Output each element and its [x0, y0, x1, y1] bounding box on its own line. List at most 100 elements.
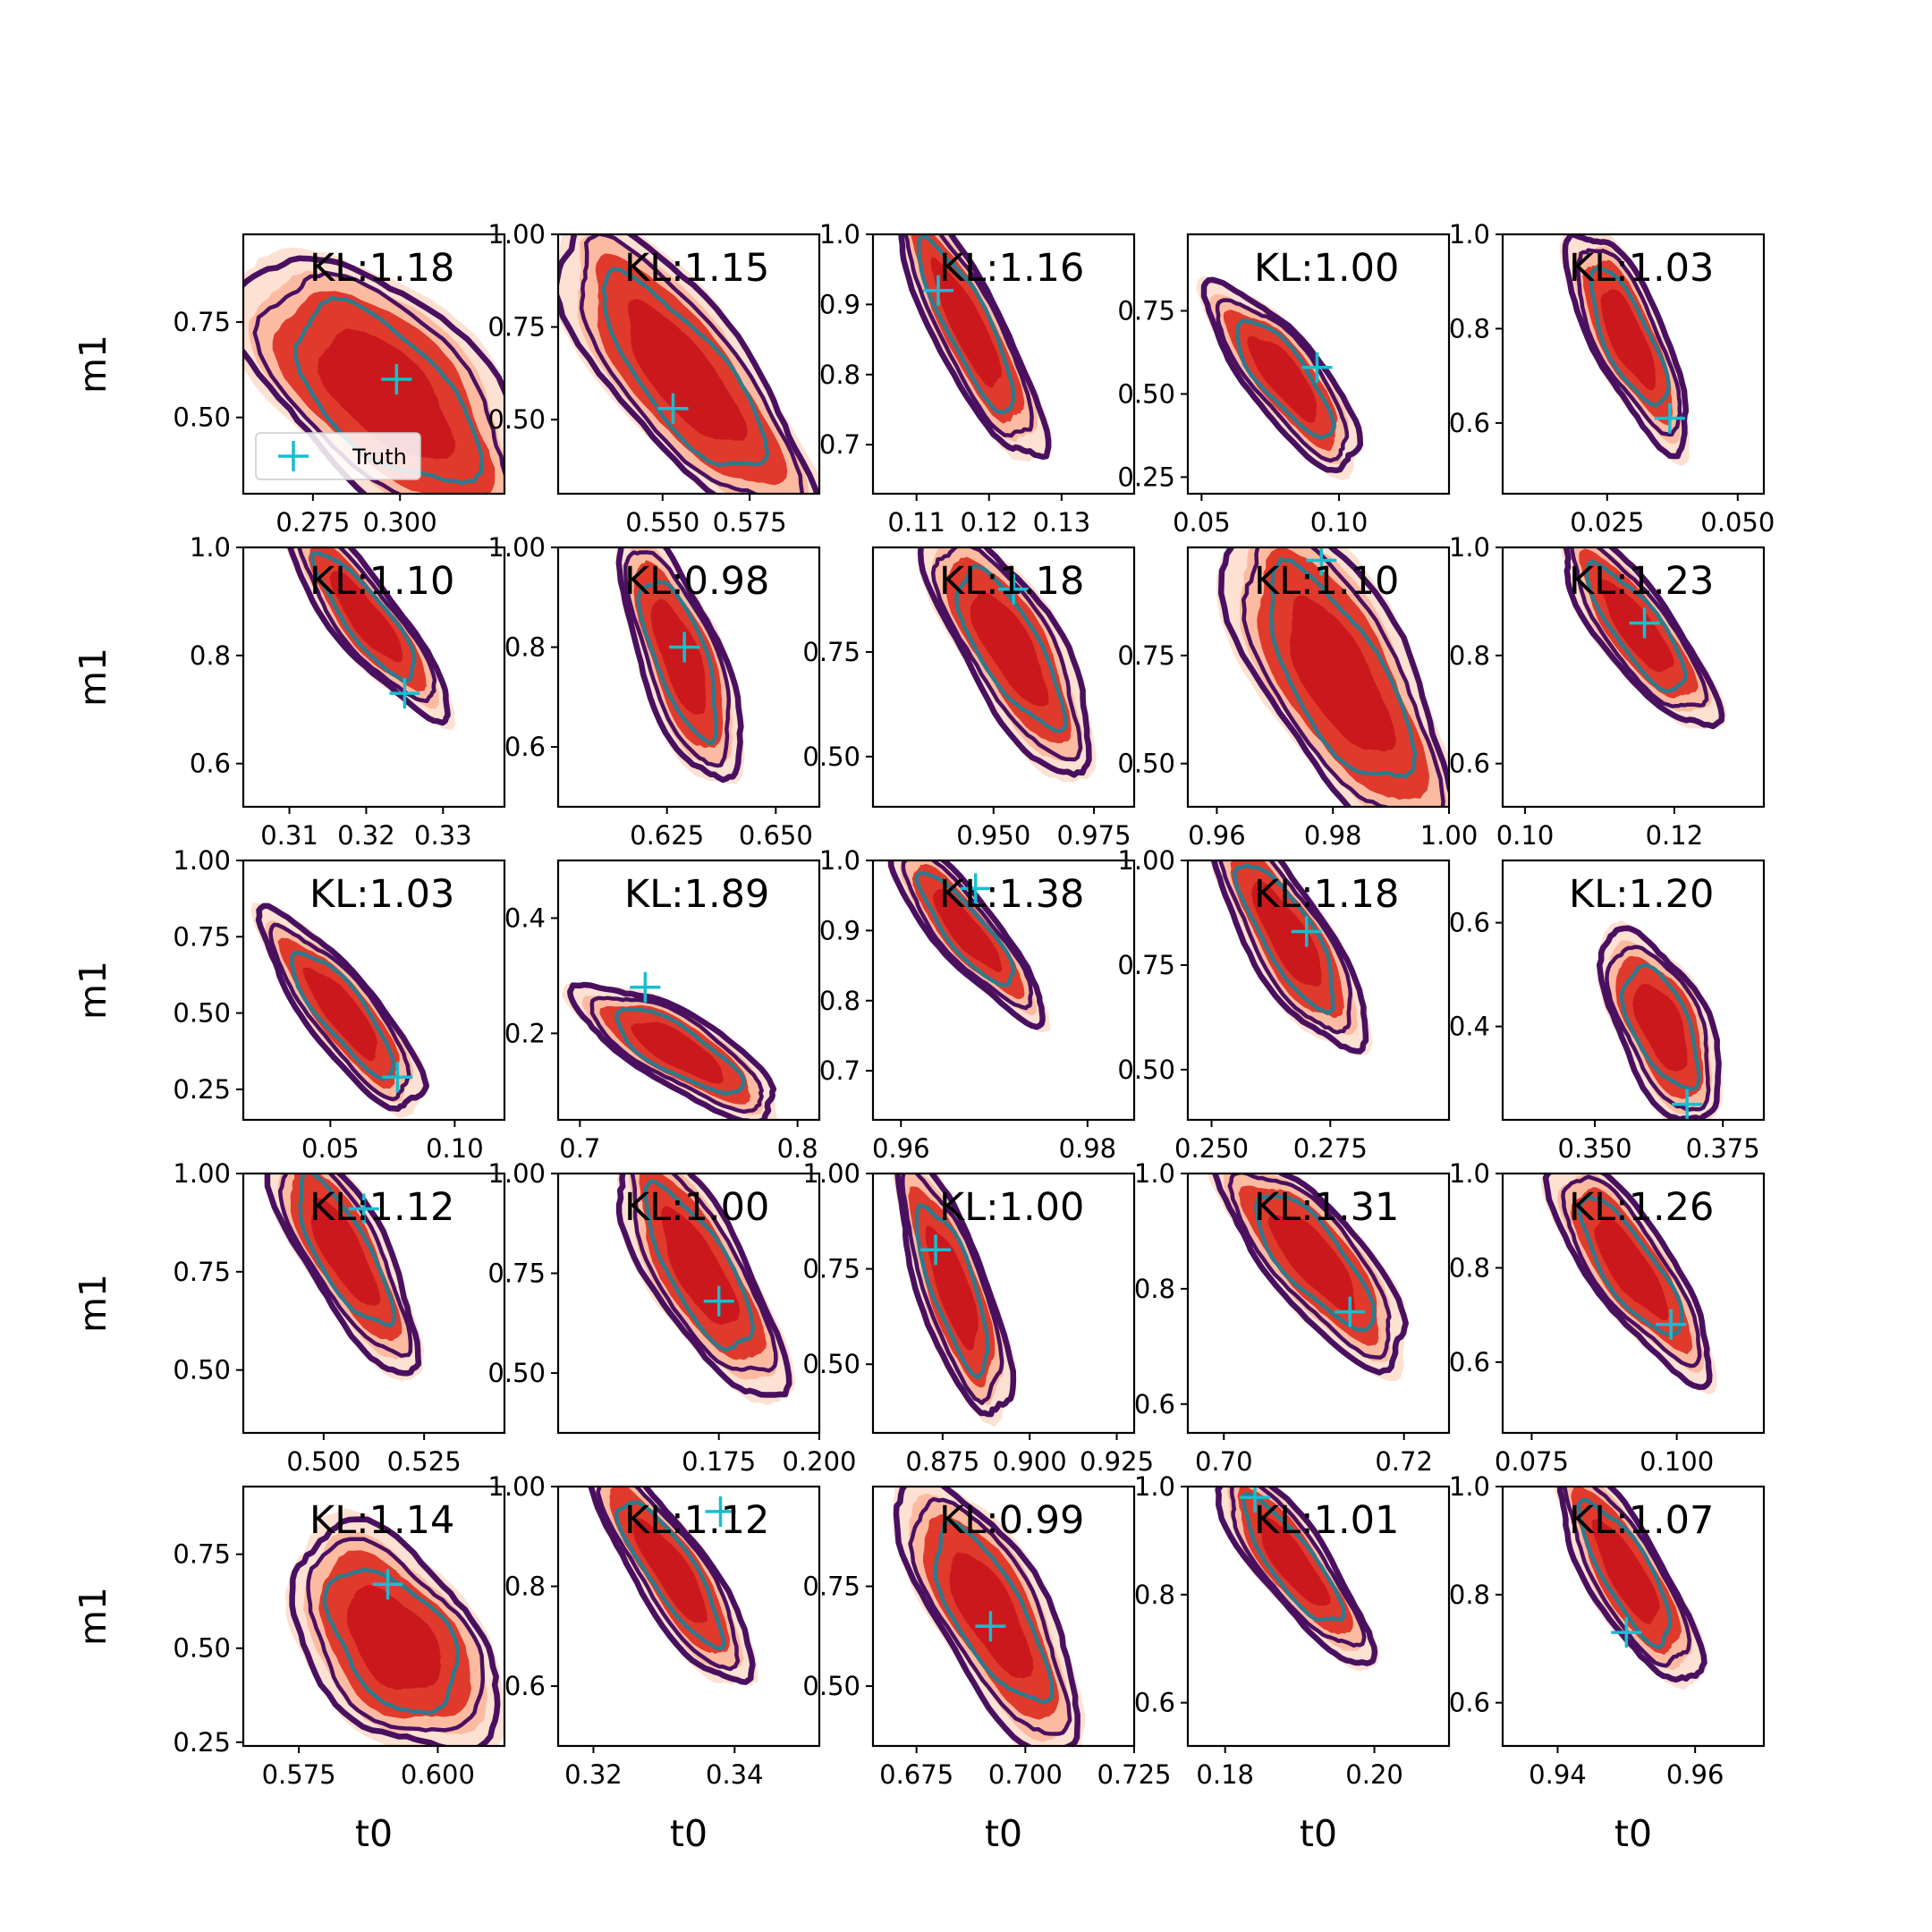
x-tick-label: 0.98	[1059, 1133, 1117, 1164]
truth-marker	[381, 364, 412, 395]
contour-line-outer	[588, 1487, 756, 1685]
y-tick-label: 0.8	[190, 640, 231, 671]
contour-line-middle	[1227, 1174, 1392, 1360]
contour-line-outer	[264, 1174, 422, 1377]
panel-plot-area	[615, 1174, 795, 1405]
density-fill-core	[310, 1198, 381, 1307]
panel: 0.075 0.100 1.0 0.8 0.6	[1449, 1158, 1766, 1477]
panel-plot-area	[1560, 547, 1727, 730]
x-tick-label: 0.875	[905, 1446, 979, 1477]
density-fill-core	[318, 328, 456, 460]
x-axis-label: t0	[355, 1812, 393, 1855]
density-fill-core	[1600, 579, 1674, 673]
panel-plot-area	[561, 971, 778, 1120]
y-tick-label: 0.75	[487, 1258, 546, 1289]
legend: Truth	[255, 432, 421, 480]
y-tick-label: 0.7	[819, 1055, 860, 1086]
labels-layer: KL:1.18 KL:1.15 KL:1.16 KL:1.00 KL:1.03 KL:1.…	[72, 246, 1714, 1855]
panel: 0.175 0.200 1.00 0.75 0.50	[487, 1158, 856, 1477]
y-axis-label: m1	[72, 1274, 114, 1333]
contour-line-inner	[914, 1203, 990, 1380]
truth-marker	[1291, 916, 1322, 947]
density-fill-core	[925, 1224, 979, 1351]
contour-line-inner	[298, 1174, 397, 1328]
axes-frame	[1501, 233, 1766, 496]
kl-annotation: KL:1.10	[309, 559, 454, 604]
y-tick-label: 0.8	[1449, 1580, 1490, 1610]
kl-annotation: KL:1.18	[309, 246, 454, 291]
contour-line-inner	[1254, 1193, 1377, 1333]
panel-plot-area	[1541, 1174, 1717, 1394]
contour-line-middle	[1218, 860, 1353, 1035]
y-tick-label: 1.0	[819, 845, 860, 876]
panel-plot-area	[1215, 1487, 1379, 1672]
contour-line-outer	[567, 981, 777, 1120]
contour-line-middle	[596, 1487, 741, 1672]
axes-frame	[1186, 233, 1451, 496]
y-tick-label: 0.50	[1117, 378, 1175, 409]
panel: 0.575 0.600 0.75 0.50 0.25	[173, 1485, 506, 1790]
panel: 0.025 0.050 1.0 0.8 0.6	[1449, 219, 1775, 538]
contour-line-middle	[268, 922, 411, 1102]
y-tick-label: 0.75	[802, 637, 860, 667]
x-tick-label: 0.350	[1558, 1133, 1632, 1164]
x-tick-label: 0.11	[887, 507, 945, 538]
panel: 0.96 0.98 1.00 0.75 0.50	[1117, 546, 1478, 851]
contour-line-middle	[1562, 1487, 1692, 1668]
contour-line-middle	[903, 234, 1034, 438]
contour-line-inner	[322, 1567, 460, 1716]
truth-marker	[705, 1496, 736, 1527]
truth-marker	[382, 1062, 413, 1093]
kl-annotation: KL:1.00	[624, 1185, 769, 1230]
panel-plot-area	[558, 234, 819, 494]
panel-plot-area	[916, 547, 1097, 783]
truth-marker	[1301, 352, 1333, 383]
axes-frame	[871, 859, 1136, 1122]
contour-line-outer	[894, 1174, 1017, 1418]
y-tick-label: 0.75	[173, 1257, 231, 1287]
contour-line-outer	[1217, 547, 1449, 807]
x-tick-label: 0.675	[879, 1759, 953, 1790]
kl-annotation: KL:1.01	[1254, 1498, 1399, 1543]
truth-marker	[669, 631, 700, 663]
panel: 0.675 0.700 0.725 0.75 0.50	[802, 1485, 1172, 1790]
contour-line-inner	[1577, 1195, 1684, 1337]
contour-line-middle	[1229, 1487, 1367, 1648]
x-tick-label: 0.94	[1529, 1759, 1587, 1790]
truth-marker	[998, 573, 1030, 605]
density-fill-core	[1247, 335, 1318, 423]
truth-marker	[1672, 1089, 1703, 1120]
kl-annotation: KL:1.20	[1569, 872, 1714, 917]
panel-plot-area	[893, 1487, 1086, 1746]
kl-annotation: KL:1.38	[939, 872, 1084, 917]
x-tick-label: 0.10	[1310, 507, 1368, 538]
x-tick-label: 0.175	[682, 1446, 756, 1477]
x-tick-label: 0.950	[956, 820, 1030, 851]
contour-line-inner	[310, 550, 417, 684]
x-tick-label: 0.725	[1097, 1759, 1171, 1790]
panel: 0.05 0.10 0.75 0.50 0.25	[1117, 233, 1451, 538]
density-fill-core	[1289, 595, 1396, 752]
contour-line-outer	[289, 1516, 501, 1746]
y-axis-label: m1	[72, 648, 114, 707]
y-tick-label: 0.75	[173, 921, 231, 952]
axes-frame	[242, 546, 506, 809]
y-tick-label: 0.75	[1117, 640, 1175, 671]
y-tick-label: 0.75	[802, 1572, 860, 1602]
y-tick-label: 0.2	[504, 1018, 546, 1048]
kl-annotation: KL:1.26	[1569, 1185, 1714, 1230]
x-tick-label: 0.575	[262, 1759, 336, 1790]
axes-frame	[1501, 546, 1766, 809]
contour-line-inner	[933, 1520, 1055, 1705]
panel-plot-area	[243, 247, 504, 494]
x-tick-label: 0.650	[739, 820, 813, 851]
axes-frame	[556, 1172, 821, 1435]
y-tick-label: 0.4	[504, 902, 546, 933]
x-tick-label: 0.100	[1640, 1446, 1714, 1477]
y-tick-label: 0.6	[504, 732, 546, 762]
contour-line-middle	[1570, 547, 1709, 708]
y-tick-label: 0.50	[802, 741, 860, 772]
y-tick-label: 0.8	[1449, 1252, 1490, 1283]
contour-line-outer	[1596, 925, 1722, 1120]
contour-line-outer	[1200, 276, 1364, 474]
